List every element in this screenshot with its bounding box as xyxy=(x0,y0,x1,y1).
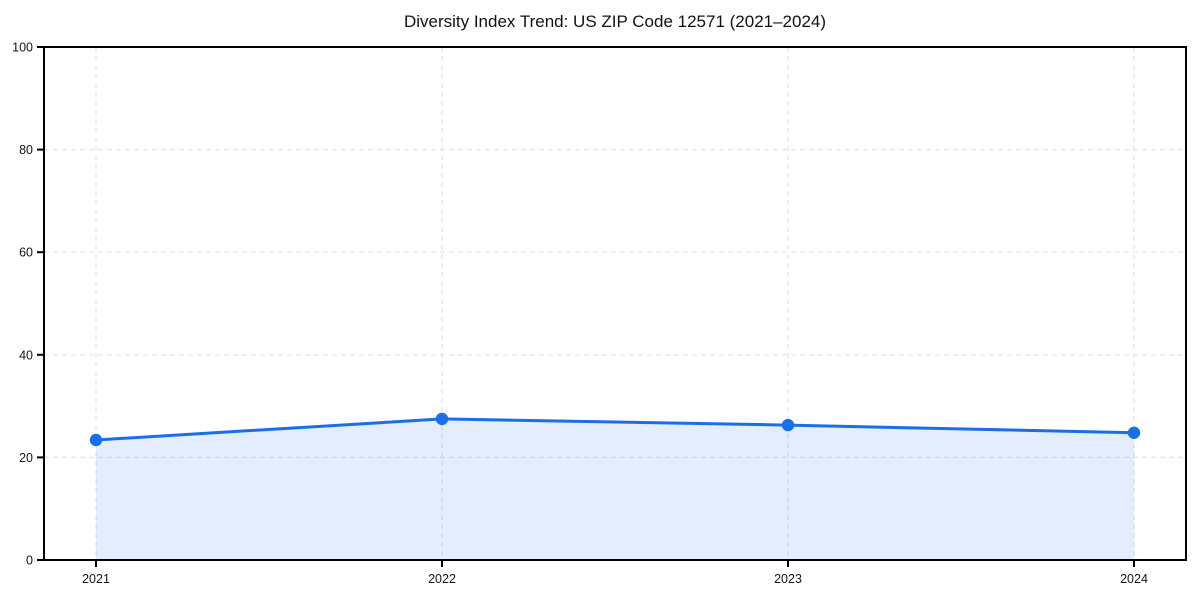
x-tick-label: 2024 xyxy=(1120,572,1148,586)
y-tick-label: 20 xyxy=(19,451,33,465)
trend-line xyxy=(94,417,1136,442)
y-tick-label: 60 xyxy=(19,246,33,260)
y-tick-label: 80 xyxy=(19,143,33,157)
axes-frame xyxy=(43,46,1187,561)
x-tick-label: 2023 xyxy=(774,572,802,586)
x-tick-label: 2022 xyxy=(428,572,456,586)
x-tick-label: 2021 xyxy=(82,572,110,586)
y-tick-label: 40 xyxy=(19,348,33,362)
data-point xyxy=(781,418,795,432)
chart-title: Diversity Index Trend: US ZIP Code 12571… xyxy=(403,12,827,31)
area-fill xyxy=(96,418,1134,560)
y-tick-label: 100 xyxy=(12,41,33,55)
data-point xyxy=(1127,426,1141,439)
y-tick-label: 0 xyxy=(26,554,33,568)
data-point xyxy=(435,412,449,426)
data-point xyxy=(89,433,103,447)
